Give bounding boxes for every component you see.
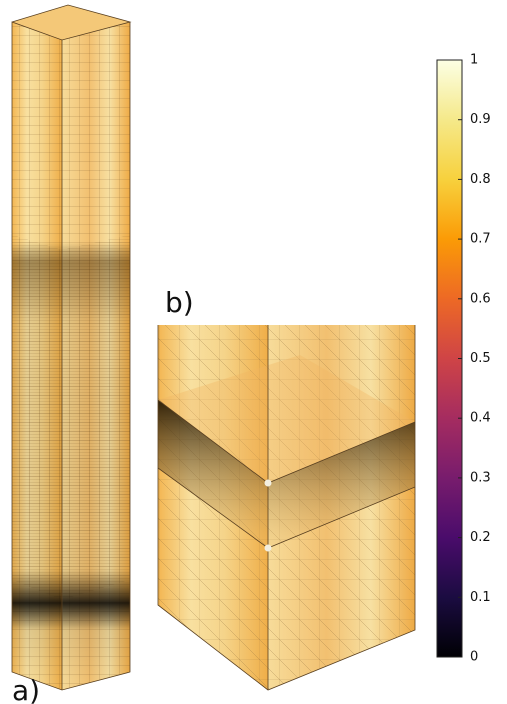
panel-label: b) [165,286,194,319]
column-model [12,5,130,690]
colorbar-ticks: 0 0.1 0.2 0.3 0.4 0.5 0.6 0.7 0.8 0.9 1 [458,53,491,665]
tick-label: 0.6 [470,291,491,306]
block-detail [158,325,415,690]
tick-label: 0.1 [470,590,491,605]
tick-label: 0.3 [470,470,491,485]
panel-label: a) [12,674,40,704]
tick-label: 0.4 [470,411,491,426]
tick-label: 0.5 [470,351,491,366]
figure: a) b) 0 0.1 0.2 0.3 0.4 0.5 0.6 0.7 0.8 0.9 1 [0,0,507,704]
tick-label: 0.2 [470,530,491,545]
tick-label: 1 [470,53,478,68]
tick-label: 0.8 [470,172,491,187]
tick-label: 0.7 [470,232,491,247]
tick-label: 0 [470,650,478,665]
tick-label: 0.9 [470,112,491,127]
